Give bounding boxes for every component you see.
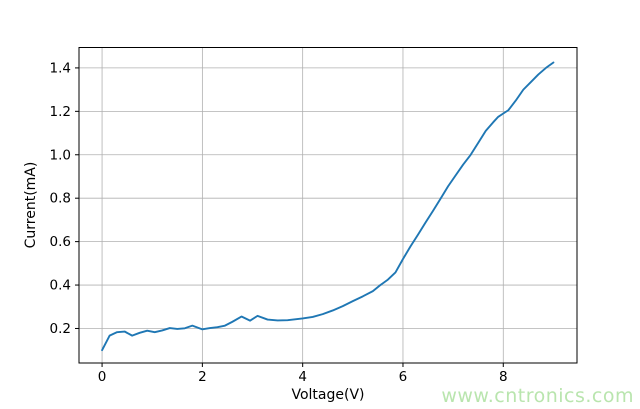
plot-frame	[78, 47, 578, 364]
x-axis-label: Voltage(V)	[291, 387, 365, 403]
y-tick-label: 1.2	[50, 104, 71, 120]
y-tick-label: 0.4	[50, 278, 71, 294]
x-tick-label: 8	[499, 369, 508, 385]
y-tick-label: 1.0	[50, 147, 71, 163]
y-axis-label: Current(mA)	[23, 161, 39, 249]
y-tick-label: 0.8	[50, 191, 71, 207]
watermark: www.cntronics.com	[441, 385, 634, 407]
y-tick-label: 1.4	[50, 60, 71, 76]
y-tick-label: 0.2	[50, 321, 71, 337]
x-tick-label: 2	[198, 369, 207, 385]
y-tick-label: 0.6	[50, 234, 71, 250]
x-tick-label: 0	[98, 369, 107, 385]
x-tick-label: 6	[399, 369, 408, 385]
x-tick-label: 4	[298, 369, 307, 385]
data-line-iv-curve	[101, 61, 555, 352]
